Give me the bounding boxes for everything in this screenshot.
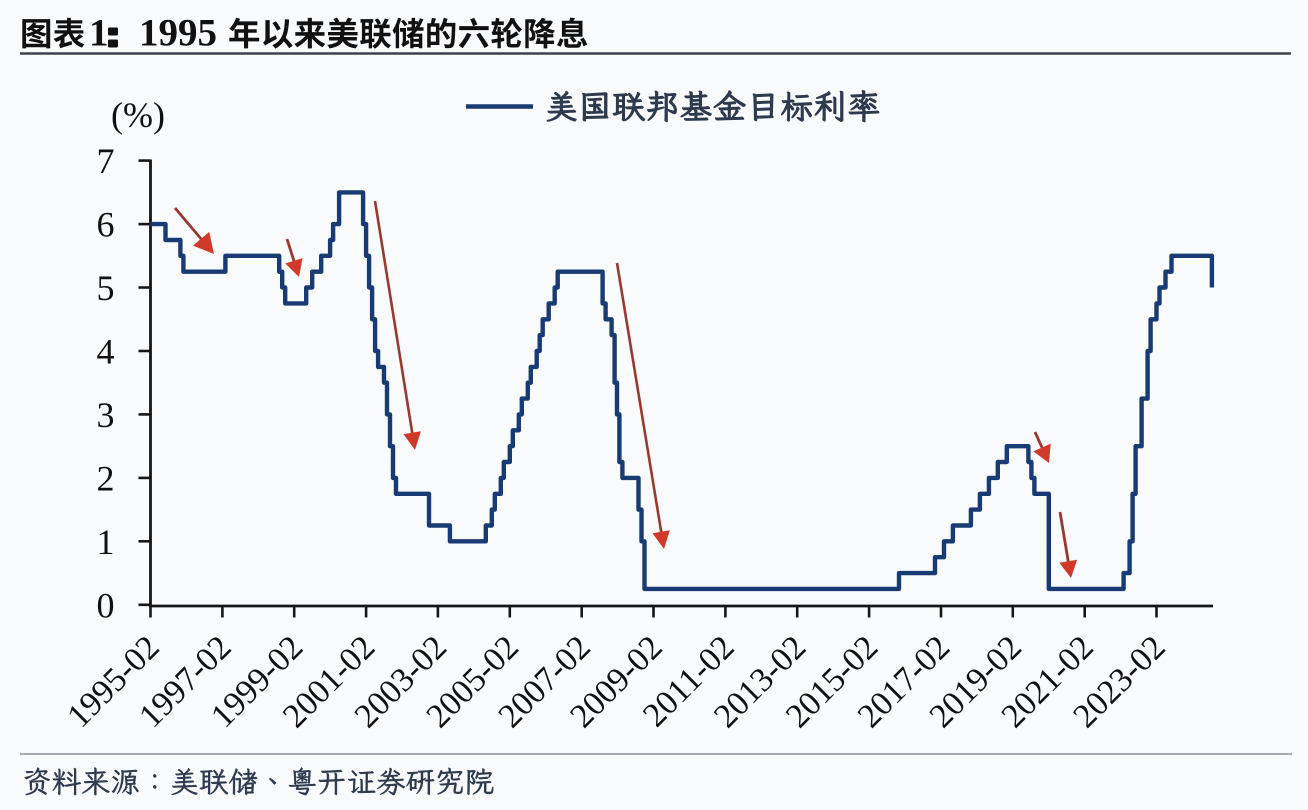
svg-text:5: 5	[97, 268, 115, 308]
svg-text:7: 7	[97, 141, 115, 181]
svg-text:1: 1	[97, 522, 115, 562]
svg-text:2: 2	[97, 458, 115, 498]
svg-text:6: 6	[97, 205, 115, 245]
svg-text:0: 0	[97, 585, 115, 625]
svg-text:1995: 1995	[139, 12, 217, 55]
svg-text:1: 1	[89, 12, 109, 55]
svg-text:3: 3	[97, 395, 115, 435]
svg-text:4: 4	[97, 332, 115, 372]
svg-text:(%): (%)	[111, 95, 165, 135]
